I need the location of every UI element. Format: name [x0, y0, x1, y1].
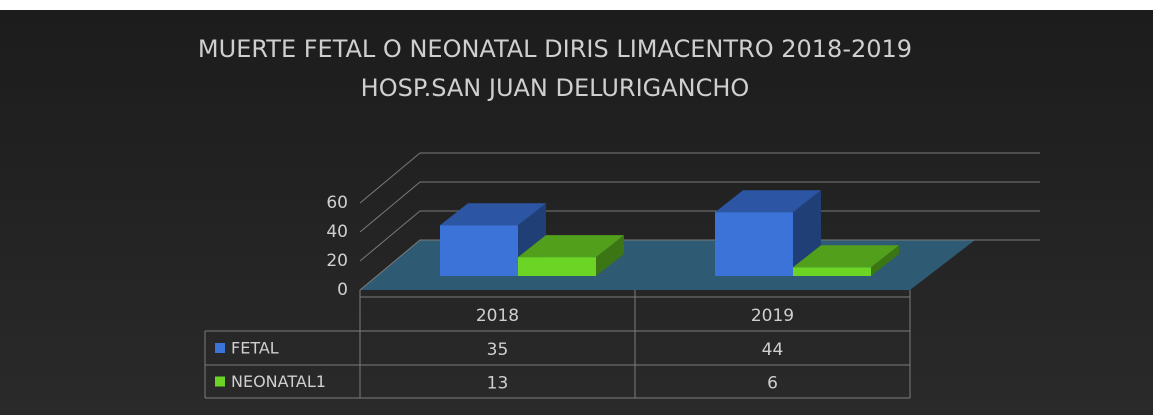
table-value: 35: [487, 340, 509, 360]
chart-title: MUERTE FETAL O NEONATAL DIRIS LIMACENTRO…: [198, 35, 912, 63]
bar-top: [715, 190, 821, 213]
table-value: 13: [487, 374, 509, 394]
chart-subtitle: HOSP.SAN JUAN DELURIGANCHO: [361, 74, 750, 102]
bar-top: [518, 235, 624, 258]
background: [0, 10, 1153, 415]
bar-top: [793, 245, 899, 268]
grid-line: [359, 181, 1040, 233]
bar: [715, 212, 793, 276]
y-tick-label: 40: [326, 222, 348, 242]
grid-line: [359, 239, 1040, 291]
bar: [793, 267, 871, 276]
bar-top: [440, 203, 546, 226]
bar-side: [596, 235, 624, 276]
y-tick-label: 0: [337, 280, 348, 300]
x-tick-label: 2018: [476, 306, 519, 326]
legend-swatch: [215, 343, 225, 353]
legend-label: FETAL: [231, 339, 279, 358]
table-value: 6: [767, 374, 778, 394]
grid-line: [359, 152, 1040, 204]
legend-swatch: [215, 376, 225, 387]
table-value: 44: [762, 340, 784, 360]
y-tick-label: 60: [326, 193, 348, 213]
y-tick-label: 20: [326, 251, 348, 271]
bar-side: [871, 245, 899, 276]
bar: [518, 257, 596, 276]
legend-label: NEONATAL1: [231, 372, 326, 391]
bar: [440, 225, 518, 276]
x-tick-label: 2019: [751, 306, 794, 326]
grid-line: [359, 210, 1040, 262]
